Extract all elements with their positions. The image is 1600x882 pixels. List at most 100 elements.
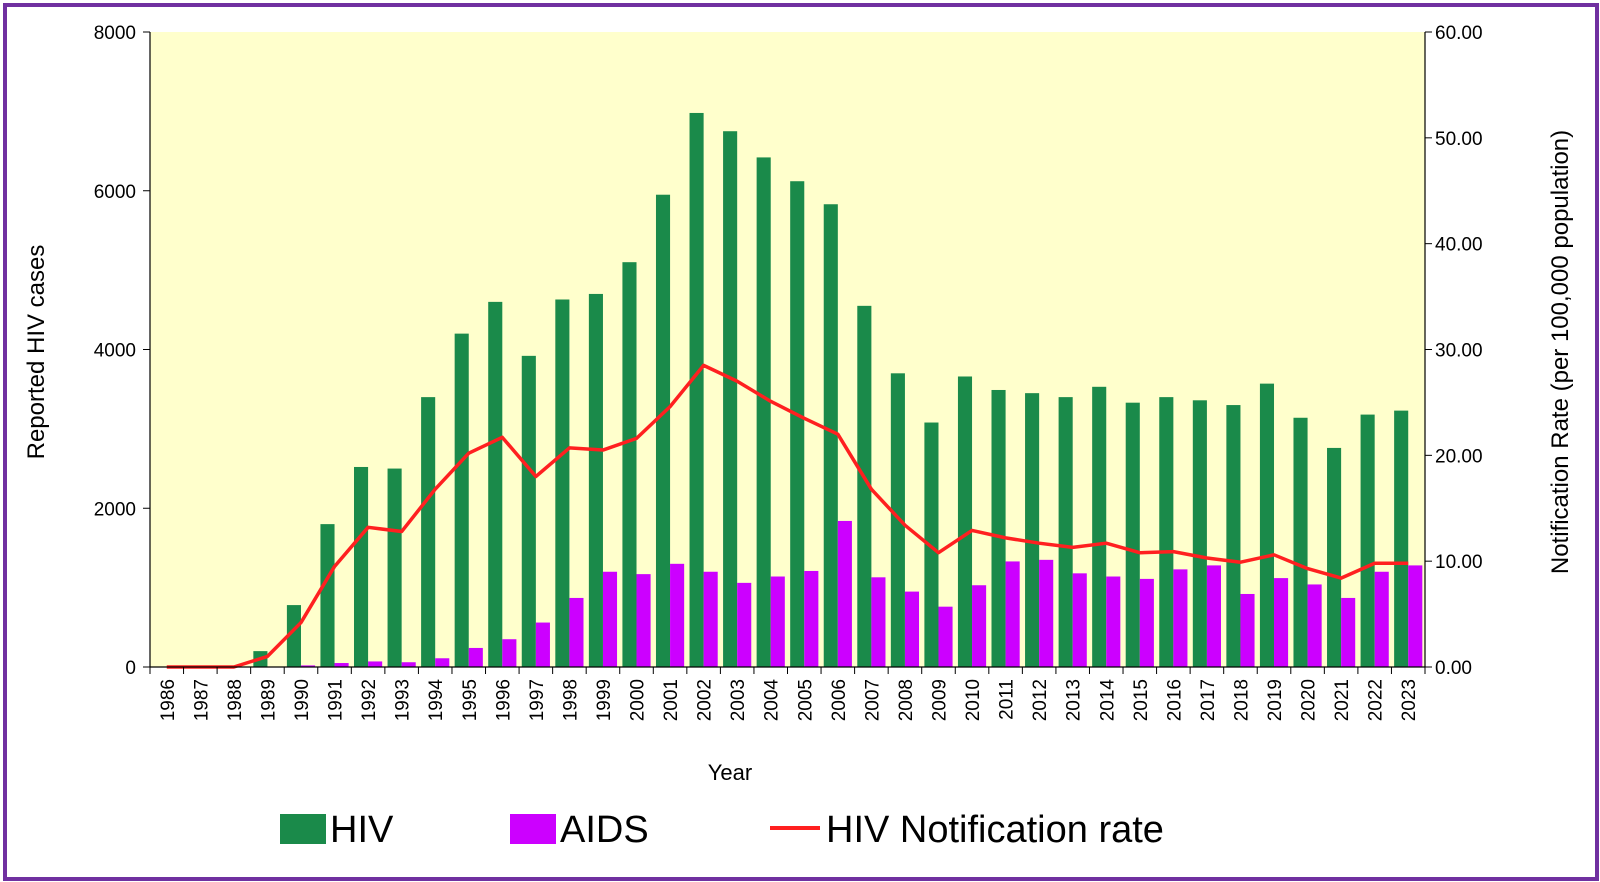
y2-tick-label: 0.00 (1435, 658, 1472, 679)
bar-hiv-2002 (689, 112, 704, 667)
bar-aids-2022 (1374, 571, 1389, 667)
bar-hiv-2015 (1125, 402, 1140, 667)
bar-aids-1992 (368, 661, 383, 667)
bar-hiv-2019 (1259, 383, 1275, 667)
y2-tick-label: 20.00 (1435, 446, 1483, 467)
legend: HIV AIDS HIV Notification rate (280, 809, 1164, 851)
y2-axis-title: Notification Rate (per 100,000 populatio… (1547, 130, 1574, 574)
x-tick-label: 2015 (1131, 679, 1152, 721)
left-axis-ticks: 0 2000 4000 6000 8000 (94, 23, 150, 679)
x-tick-label: 1992 (359, 679, 380, 721)
x-tick-label: 2002 (695, 679, 716, 721)
x-tick-label: 1996 (493, 679, 514, 721)
bar-aids-2017 (1206, 565, 1221, 667)
x-tick-label: 2010 (963, 679, 984, 721)
x-tick-label: 2011 (997, 679, 1018, 720)
legend-label-rate: HIV Notification rate (826, 809, 1164, 851)
bar-hiv-2018 (1226, 405, 1241, 667)
x-tick-label: 1999 (594, 679, 615, 721)
x-axis-ticks: 1986 1987 1988 1989 1990 1991 1992 1993 1994 1995… (149, 667, 1426, 722)
bar-aids-2010 (972, 585, 987, 667)
x-tick-label: 2022 (1366, 679, 1387, 721)
x-tick-label: 1995 (460, 679, 481, 721)
bar-aids-2012 (1039, 559, 1054, 667)
x-tick-label: 1988 (225, 679, 246, 721)
legend-swatch-aids (510, 814, 556, 844)
bar-hiv-2010 (957, 376, 973, 667)
bar-hiv-1994 (421, 397, 436, 667)
legend-label-aids: AIDS (560, 809, 649, 851)
x-tick-label: 1998 (560, 679, 581, 721)
bar-hiv-1996 (488, 301, 503, 667)
y-tick-label: 2000 (94, 499, 136, 520)
bar-hiv-1991 (320, 524, 335, 667)
bar-hiv-2022 (1360, 414, 1375, 667)
x-tick-label: 2019 (1265, 679, 1286, 721)
bar-aids-1999 (602, 571, 618, 667)
line-notification-rate (166, 363, 1409, 669)
bar-hiv-2021 (1327, 447, 1342, 667)
bar-hiv-1992 (354, 466, 369, 667)
bar-hiv-2016 (1159, 397, 1174, 667)
bar-aids-2015 (1139, 578, 1154, 667)
x-tick-label: 2006 (829, 679, 850, 721)
x-tick-label: 1989 (258, 679, 279, 721)
y2-tick-label: 50.00 (1435, 129, 1483, 150)
bar-aids-1991 (334, 663, 349, 667)
bar-aids-2018 (1240, 593, 1255, 667)
legend-label-hiv: HIV (330, 809, 394, 851)
bar-aids-2016 (1173, 569, 1188, 667)
bar-aids-2000 (636, 574, 651, 667)
legend-swatch-hiv (280, 814, 326, 844)
bar-hiv-1997 (521, 355, 536, 667)
bar-hiv-2017 (1192, 400, 1207, 667)
x-tick-label: 1991 (326, 679, 347, 721)
y-tick-label: 8000 (94, 23, 136, 44)
bar-aids-1997 (535, 622, 550, 667)
bar-hiv-1993 (387, 468, 402, 667)
y-tick-label: 6000 (94, 182, 136, 203)
y-axis-title: Reported HIV cases (23, 245, 50, 460)
bar-hiv-2004 (756, 157, 771, 667)
bar-aids-1995 (468, 647, 483, 667)
bar-hiv-1998 (555, 299, 570, 667)
right-axis-ticks: 0.00 10.00 20.00 30.00 40.00 50.00 60.00 (1425, 23, 1483, 679)
x-tick-label: 2023 (1399, 679, 1420, 721)
x-tick-label: 2007 (862, 679, 883, 721)
bar-hiv-1990 (286, 605, 301, 667)
bar-aids-1996 (502, 639, 517, 667)
x-tick-label: 2013 (1064, 679, 1085, 721)
bar-aids-2023 (1408, 565, 1423, 667)
bar-hiv-2011 (991, 389, 1006, 667)
bar-aids-2011 (1005, 561, 1020, 667)
bar-hiv-2000 (622, 262, 637, 667)
x-axis-title: Year (708, 760, 752, 785)
x-tick-label: 1997 (527, 679, 548, 721)
x-tick-label: 1994 (426, 679, 447, 722)
bar-aids-2014 (1106, 576, 1121, 667)
x-tick-label: 2005 (795, 679, 816, 721)
bar-aids-2008 (904, 591, 920, 667)
x-tick-label: 2018 (1231, 679, 1252, 721)
bar-aids-2003 (737, 582, 752, 667)
bar-aids-2009 (938, 606, 953, 667)
x-tick-label: 2012 (1030, 679, 1051, 721)
x-tick-label: 2004 (762, 679, 783, 722)
bar-hiv-1995 (454, 333, 469, 667)
y-tick-label: 0 (125, 658, 136, 679)
x-tick-label: 1990 (292, 679, 313, 721)
bar-aids-2006 (837, 520, 852, 667)
bar-aids-1998 (569, 597, 584, 667)
x-tick-label: 1986 (158, 679, 179, 721)
bar-aids-2019 (1274, 578, 1289, 667)
x-tick-label: 2008 (896, 679, 917, 721)
y2-tick-label: 60.00 (1435, 23, 1483, 44)
bar-hiv-2001 (655, 194, 671, 667)
x-tick-label: 1993 (393, 679, 414, 721)
bar-aids-2004 (770, 576, 785, 667)
bar-aids-2007 (871, 577, 886, 667)
y2-tick-label: 10.00 (1435, 552, 1483, 573)
y2-tick-label: 30.00 (1435, 341, 1483, 362)
y2-tick-label: 40.00 (1435, 235, 1483, 256)
